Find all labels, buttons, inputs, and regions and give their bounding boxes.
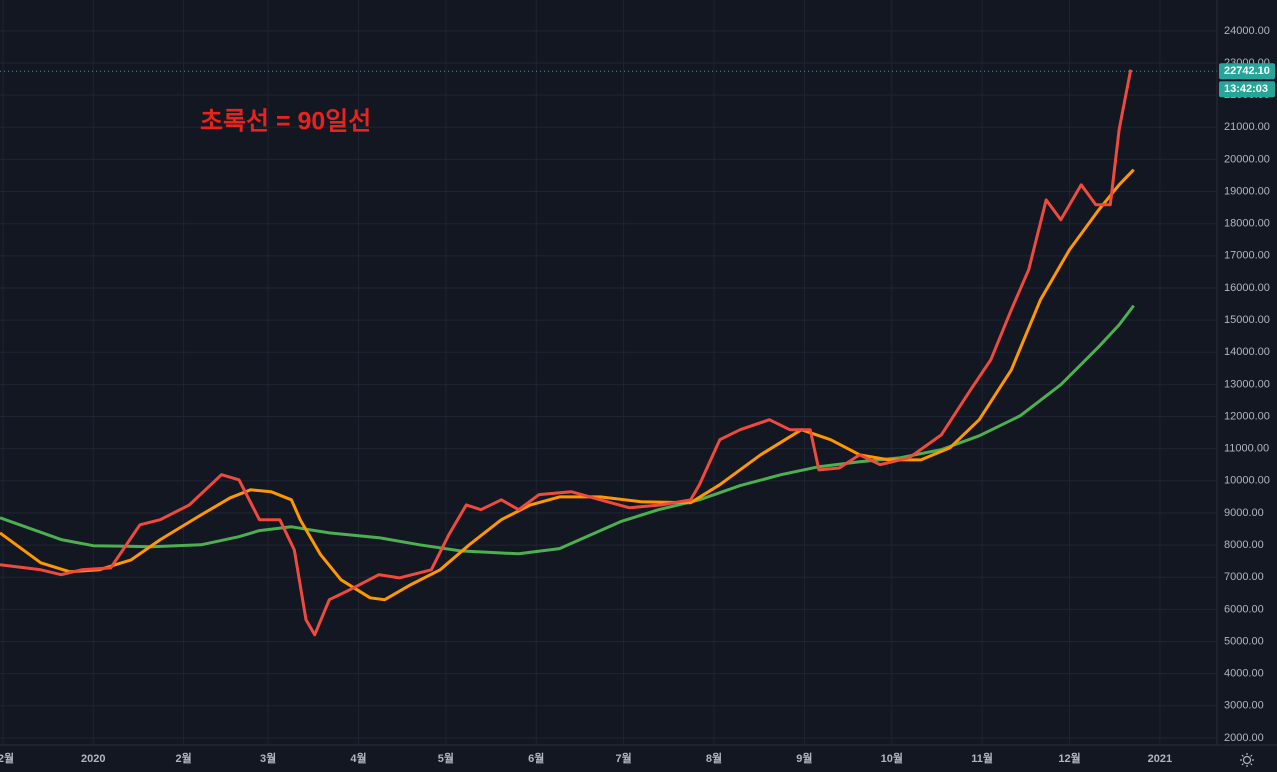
y-tick-label: 23000.00 <box>1224 57 1270 69</box>
line-series <box>0 168 1135 602</box>
x-tick-label: 11월 <box>971 751 993 765</box>
y-tick-label: 4000.00 <box>1224 668 1264 680</box>
axes: 2000.00 3000.00 4000.00 5000.00 6000.00 7000.… <box>0 25 1275 765</box>
y-tick-label: 6000.00 <box>1224 603 1264 615</box>
y-tick-label: 11000.00 <box>1224 443 1269 455</box>
y-tick-label: 18000.00 <box>1224 218 1270 230</box>
y-tick-label: 16000.00 <box>1224 282 1270 294</box>
y-tick-label: 2000.00 <box>1224 732 1264 744</box>
line-series <box>0 69 1133 637</box>
y-tick-label: 5000.00 <box>1224 635 1264 647</box>
x-tick-label: 12월 <box>0 751 14 765</box>
y-tick-label: 24000.00 <box>1224 25 1270 37</box>
x-tick-label: 5월 <box>438 751 454 765</box>
x-tick-label: 3월 <box>260 751 276 765</box>
y-tick-label: 9000.00 <box>1224 507 1264 519</box>
x-tick-label: 9월 <box>796 751 812 765</box>
x-tick-label: 2월 <box>175 751 191 765</box>
grid <box>0 0 1217 745</box>
line-series <box>0 304 1135 556</box>
x-tick-label: 4월 <box>350 751 366 765</box>
settings-icon[interactable] <box>1240 753 1254 767</box>
y-tick-label: 19000.00 <box>1224 185 1270 197</box>
plot <box>0 69 1217 637</box>
y-tick-label: 17000.00 <box>1224 250 1270 262</box>
y-tick-label: 8000.00 <box>1224 539 1264 551</box>
y-tick-label: 13000.00 <box>1224 378 1270 390</box>
y-tick-label: 10000.00 <box>1224 475 1270 487</box>
price-label-box <box>1219 63 1275 80</box>
x-tick-label: 2021 <box>1148 753 1172 765</box>
y-tick-label: 21000.00 <box>1224 121 1270 133</box>
x-tick-label: 2020 <box>81 753 105 765</box>
price-label: 22742.10 <box>1224 65 1270 77</box>
x-tick-label: 8월 <box>706 751 722 765</box>
y-tick-label: 3000.00 <box>1224 700 1264 712</box>
x-tick-label: 7월 <box>616 751 632 765</box>
x-tick-label: 6월 <box>528 751 544 765</box>
y-tick-label: 15000.00 <box>1224 314 1270 326</box>
countdown-box <box>1219 81 1275 98</box>
countdown-label: 13:42:03 <box>1224 83 1268 95</box>
y-tick-label: 20000.00 <box>1224 153 1270 165</box>
annotation: 초록선 = 90일선 <box>200 108 371 136</box>
y-tick-label: 7000.00 <box>1224 571 1264 583</box>
x-tick-label: 12월 <box>1058 751 1080 765</box>
x-tick-label: 10월 <box>881 751 903 765</box>
y-tick-label: 14000.00 <box>1224 346 1270 358</box>
y-tick-label: 12000.00 <box>1224 410 1270 422</box>
